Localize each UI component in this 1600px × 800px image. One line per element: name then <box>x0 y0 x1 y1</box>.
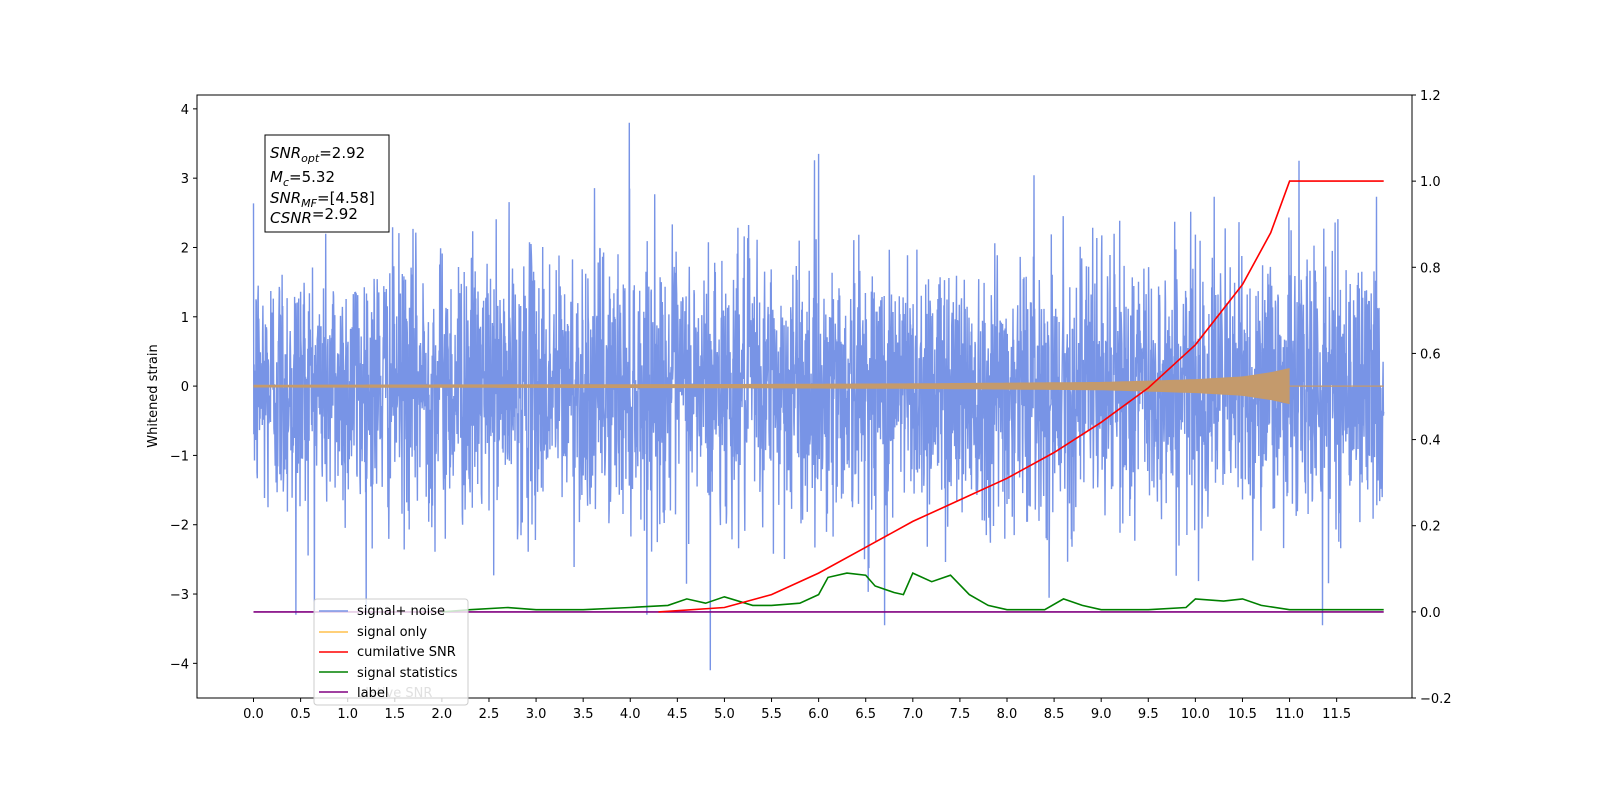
x-tick-label: 5.0 <box>714 707 735 722</box>
x-tick-label: 1.5 <box>384 707 405 722</box>
y-axis-left: 4 3 2 1 0 −1 −2 −3 −4 <box>170 103 197 672</box>
annotation-line-2: Mc=5.32 <box>270 168 335 189</box>
y2-tick-label: 0.4 <box>1420 434 1441 449</box>
series-signal-statistics <box>441 572 1384 613</box>
annotation-line-3: SNRMF=[4.58] <box>270 189 375 210</box>
x-tick-label: 5.5 <box>761 707 782 722</box>
legend-label-label: label <box>357 686 388 701</box>
annotation-line-4: CSNR=2.92 <box>270 205 358 227</box>
y-tick-label: 2 <box>181 241 189 256</box>
y-tick-label: 4 <box>181 103 189 118</box>
y2-tick-label: 0.0 <box>1420 606 1441 621</box>
y-tick-label: −3 <box>170 588 189 603</box>
y2-tick-label: 0.6 <box>1420 347 1441 362</box>
x-tick-label: 1.0 <box>337 707 358 722</box>
x-axis: 0.0 0.5 1.0 1.5 2.0 2.5 3.0 3.5 4.0 4.5 5.0 5.5 6.0 6… <box>243 698 1351 722</box>
y2-tick-label: 1.2 <box>1420 89 1441 104</box>
x-tick-label: 0.5 <box>290 707 311 722</box>
annotation-line-1: SNRopt=2.92 <box>270 144 365 165</box>
legend: ulative SNR signal+ noise signal only cu… <box>313 598 469 706</box>
y2-tick-label: 0.2 <box>1420 520 1441 535</box>
y-tick-label: −1 <box>170 449 189 464</box>
y-tick-label: −4 <box>170 657 189 672</box>
y-axis-label: Whitened strain <box>146 344 161 447</box>
y-tick-label: 0 <box>181 380 189 395</box>
legend-label-signal-only: signal only <box>357 625 427 640</box>
x-tick-label: 11.5 <box>1322 707 1351 722</box>
axes-frame <box>196 94 1413 699</box>
x-tick-label: 2.5 <box>479 707 500 722</box>
x-tick-label: 4.0 <box>620 707 641 722</box>
x-tick-label: 7.0 <box>902 707 923 722</box>
y2-tick-label: −0.2 <box>1420 692 1452 707</box>
y-tick-label: 1 <box>181 311 189 326</box>
y-tick-label: 3 <box>181 172 189 187</box>
y2-tick-label: 1.0 <box>1420 175 1441 190</box>
x-tick-label: 0.0 <box>243 707 264 722</box>
legend-label-signal-statistics: signal statistics <box>357 666 458 681</box>
annotation-box: SNRopt=2.92 Mc=5.32 SNRMF=[4.58] CSNR=2.… <box>264 134 390 233</box>
x-tick-label: 2.0 <box>432 707 453 722</box>
x-tick-label: 4.5 <box>667 707 688 722</box>
legend-ghost-text: ulative SNR <box>357 686 432 701</box>
y-axis-right: 1.2 1.0 0.8 0.6 0.4 0.2 0.0 −0.2 <box>1412 89 1452 707</box>
plot-area <box>252 122 1385 671</box>
x-tick-label: 3.5 <box>573 707 594 722</box>
y-tick-label: −2 <box>170 519 189 534</box>
x-tick-label: 10.0 <box>1181 707 1210 722</box>
x-tick-label: 8.0 <box>997 707 1018 722</box>
x-tick-label: 10.5 <box>1228 707 1257 722</box>
x-tick-label: 6.0 <box>808 707 829 722</box>
y2-tick-label: 0.8 <box>1420 261 1441 276</box>
x-tick-label: 8.5 <box>1044 707 1065 722</box>
series-cumilative-snr <box>658 180 1384 613</box>
legend-label-signal-noise: signal+ noise <box>357 604 445 619</box>
legend-label-cumilative-snr: cumilative SNR <box>357 645 456 660</box>
x-tick-label: 11.0 <box>1275 707 1304 722</box>
x-tick-label: 7.5 <box>950 707 971 722</box>
series-signal-noise <box>252 122 1385 671</box>
x-tick-label: 9.0 <box>1091 707 1112 722</box>
x-tick-label: 6.5 <box>855 707 876 722</box>
x-tick-label: 9.5 <box>1138 707 1159 722</box>
x-tick-label: 3.0 <box>526 707 547 722</box>
